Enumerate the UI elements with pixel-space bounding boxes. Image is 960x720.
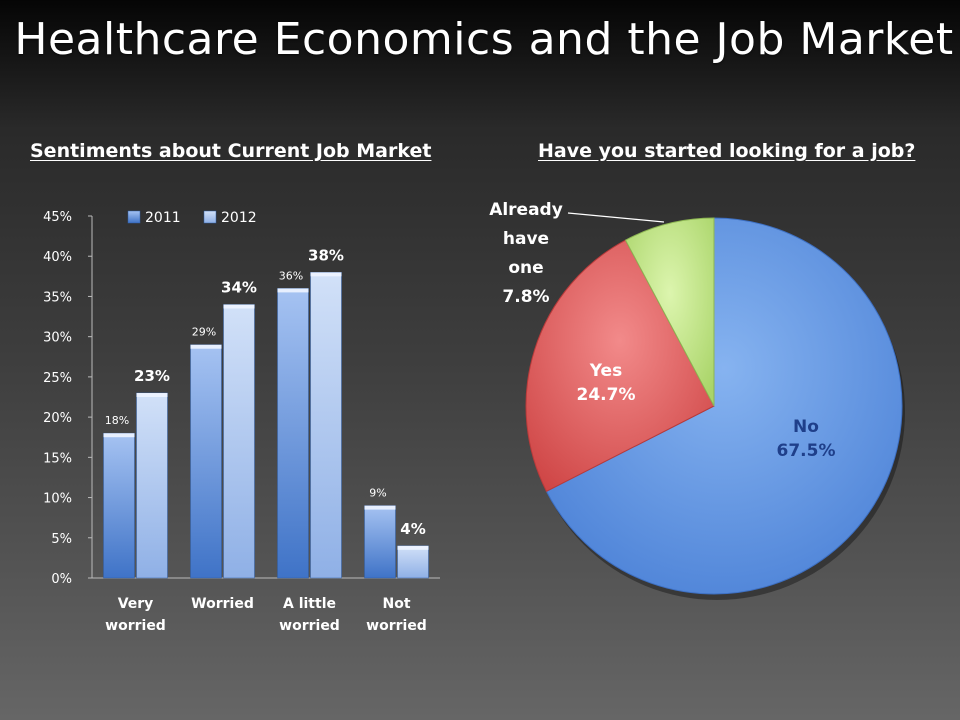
bar-2011-3 [364, 505, 396, 579]
y-tick-label: 5% [51, 532, 72, 547]
bar-2011-0 [103, 432, 135, 579]
y-tick-label: 30% [43, 331, 72, 346]
bar-top-highlight [397, 545, 429, 550]
pie-label-already-have-one: one [508, 258, 543, 278]
x-category-label: Not [382, 596, 410, 612]
bar-top-highlight [136, 392, 168, 397]
pie-label-already-have-one: have [503, 229, 549, 249]
y-tick-label: 45% [43, 210, 72, 225]
pie-label-no: No [793, 417, 819, 437]
bar-2012-3 [397, 545, 429, 579]
pie-value-yes: 24.7% [577, 385, 636, 405]
bar-top-highlight [223, 304, 255, 309]
bar-chart-title: Sentiments about Current Job Market [30, 140, 432, 162]
pie-value-already-have-one: 7.8% [502, 287, 549, 307]
bar-chart: 0% 5% 10% 15% 20% 25% 30% 35% 40% 45% 18% 23% Very wo… [43, 210, 440, 634]
bar-2012-1 [223, 304, 255, 579]
data-label-2011-2: 36% [279, 269, 303, 282]
pie-leader-line [567, 212, 665, 223]
bar-top-highlight [277, 288, 309, 293]
y-tick-label: 20% [43, 411, 72, 426]
bar-top-highlight [190, 344, 222, 349]
bar-top-highlight [103, 433, 135, 438]
y-tick-label: 15% [43, 451, 72, 466]
pie-slice-no [545, 217, 903, 595]
slide-title: Healthcare Economics and the Job Market [14, 14, 954, 65]
y-tick-label: 35% [43, 290, 72, 305]
bar-2012-0 [136, 392, 168, 579]
pie-label-yes: Yes [589, 361, 622, 381]
pie-slice-already-have-one [624, 217, 715, 407]
pie-slice-yes [525, 239, 715, 493]
legend-swatch-2011 [127, 210, 141, 224]
x-category-label: worried [279, 618, 340, 634]
bar-2012-2 [310, 272, 342, 579]
legend-swatch-2012 [203, 210, 217, 224]
legend-label-2012: 2012 [221, 210, 257, 226]
data-label-2011-0: 18% [105, 414, 129, 427]
data-label-2012-2: 38% [308, 246, 344, 264]
y-tick-label: 25% [43, 371, 72, 386]
x-category-label: worried [105, 618, 166, 634]
pie-chart-title: Have you started looking for a job? [538, 140, 916, 162]
pie-value-no: 67.5% [777, 441, 836, 461]
y-tick-label: 10% [43, 492, 72, 507]
y-tick-label: 0% [51, 572, 72, 587]
data-label-2012-1: 34% [221, 278, 257, 296]
x-category-label: A little [283, 596, 336, 612]
data-label-2012-0: 23% [134, 367, 170, 385]
data-label-2011-3: 9% [369, 487, 386, 500]
data-label-2012-3: 4% [400, 520, 425, 538]
x-category-label: Worried [191, 596, 254, 612]
pie-chart: No 67.5% Yes 24.7% Already have one 7.8% [489, 200, 905, 600]
data-label-2011-1: 29% [192, 326, 216, 339]
legend-label-2011: 2011 [145, 210, 181, 226]
x-category-label: worried [366, 618, 427, 634]
pie-label-already-have-one: Already [489, 200, 563, 220]
y-tick-label: 40% [43, 250, 72, 265]
bar-top-highlight [364, 505, 396, 510]
bar-top-highlight [310, 272, 342, 277]
bar-2011-1 [190, 344, 222, 579]
x-category-label: Very [118, 596, 154, 612]
bar-2011-2 [277, 288, 309, 579]
